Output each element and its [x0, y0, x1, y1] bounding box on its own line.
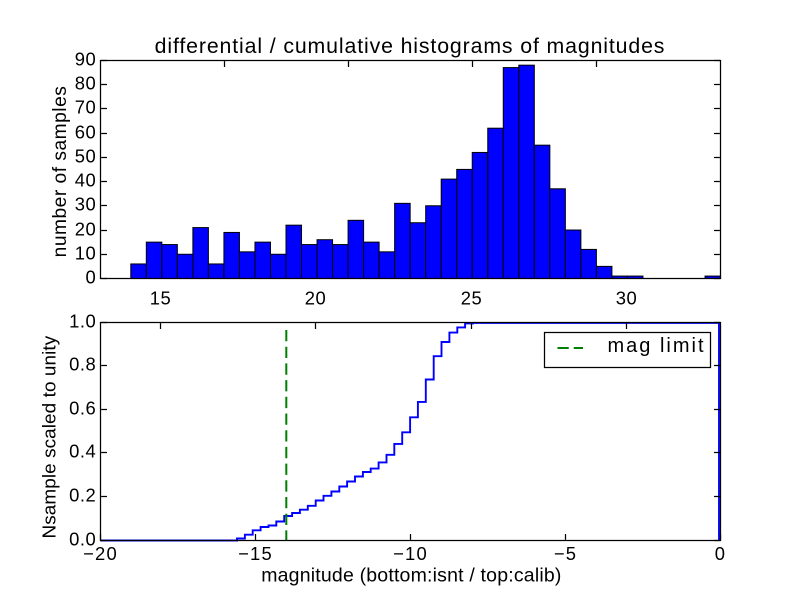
svg-text:70: 70	[75, 97, 96, 118]
svg-text:20: 20	[75, 219, 96, 240]
svg-text:90: 90	[75, 49, 96, 70]
svg-text:15: 15	[150, 288, 171, 309]
svg-text:0.8: 0.8	[69, 354, 96, 375]
svg-text:−15: −15	[238, 543, 273, 564]
svg-text:−20: −20	[83, 543, 118, 564]
svg-text:1.0: 1.0	[69, 311, 96, 332]
svg-text:number of samples: number of samples	[50, 86, 71, 258]
svg-text:0.0: 0.0	[69, 529, 96, 550]
svg-text:80: 80	[75, 73, 96, 94]
svg-text:Nsample scaled to unity: Nsample scaled to unity	[40, 335, 61, 538]
svg-text:40: 40	[75, 170, 96, 191]
svg-text:−10: −10	[393, 543, 428, 564]
svg-text:magnitude (bottom:isnt / top:c: magnitude (bottom:isnt / top:calib)	[261, 565, 561, 587]
svg-text:0.6: 0.6	[69, 398, 96, 419]
svg-text:60: 60	[75, 122, 96, 143]
svg-text:30: 30	[616, 288, 637, 309]
svg-text:50: 50	[75, 146, 96, 167]
svg-text:differential / cumulative hist: differential / cumulative histograms of …	[155, 34, 666, 58]
svg-text:20: 20	[305, 288, 326, 309]
svg-text:0: 0	[85, 267, 96, 288]
svg-text:0: 0	[715, 543, 726, 564]
svg-text:30: 30	[75, 194, 96, 215]
svg-text:0.4: 0.4	[69, 441, 96, 462]
svg-text:25: 25	[461, 288, 482, 309]
svg-text:10: 10	[75, 243, 96, 264]
svg-text:−5: −5	[554, 543, 577, 564]
svg-text:mag limit: mag limit	[608, 335, 706, 357]
svg-text:0.2: 0.2	[69, 485, 96, 506]
